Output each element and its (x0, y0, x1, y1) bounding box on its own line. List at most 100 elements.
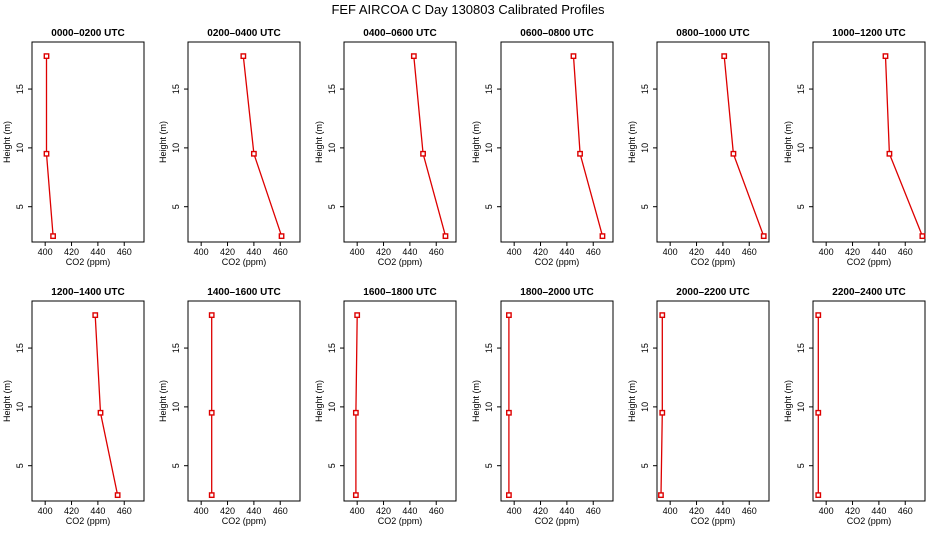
data-point (114, 492, 121, 499)
x-tick-label: 400 (507, 506, 522, 516)
data-point (886, 150, 893, 157)
y-tick-label: 15 (484, 343, 494, 353)
x-axis-label: CO2 (ppm) (691, 257, 736, 267)
panel-title: 1600–1800 UTC (363, 287, 436, 298)
data-point (760, 233, 767, 240)
x-axis-label: CO2 (ppm) (378, 516, 423, 526)
data-point (278, 233, 285, 240)
plot-frame (656, 300, 770, 502)
panel-title: 1200–1400 UTC (51, 287, 124, 298)
panel-title: 2000–2200 UTC (676, 287, 749, 298)
profile-line (94, 315, 119, 496)
panel-12: 2200–2400 UTC 400 420 440 460 5 10 15 CO2 (ppm) H… (783, 287, 926, 526)
panel-title: 0200–0400 UTC (207, 28, 280, 39)
x-tick-label: 460 (898, 506, 913, 516)
x-axis-label: CO2 (ppm) (535, 516, 580, 526)
panel-title: 0800–1000 UTC (676, 28, 749, 39)
panel-title: 0000–0200 UTC (51, 28, 124, 39)
x-tick-label: 420 (845, 506, 860, 516)
y-axis-label: Height (m) (2, 380, 12, 422)
data-point (240, 53, 247, 60)
y-axis-label: Height (m) (627, 380, 637, 422)
data-point (442, 233, 449, 240)
y-axis-label: Height (m) (2, 121, 12, 163)
x-tick-label: 400 (194, 247, 209, 257)
x-tick-label: 400 (663, 506, 678, 516)
data-point (659, 409, 666, 416)
y-tick-label: 10 (15, 143, 25, 153)
plot-frame (31, 300, 145, 502)
panel-title: 1000–1200 UTC (832, 28, 905, 39)
y-tick-label: 10 (484, 402, 494, 412)
y-tick-label: 5 (640, 204, 650, 209)
x-tick-label: 400 (663, 247, 678, 257)
panel-title: 0400–0600 UTC (363, 28, 436, 39)
y-axis-label: Height (m) (158, 121, 168, 163)
data-point (97, 409, 104, 416)
plot-frame (187, 300, 301, 502)
y-tick-label: 5 (171, 463, 181, 468)
x-tick-label: 460 (898, 247, 913, 257)
x-tick-label: 460 (429, 506, 444, 516)
x-tick-label: 420 (845, 247, 860, 257)
x-tick-label: 420 (220, 506, 235, 516)
data-point (599, 233, 606, 240)
plot-frame (31, 41, 145, 243)
y-tick-label: 15 (171, 343, 181, 353)
plot-frame (500, 41, 614, 243)
x-tick-label: 440 (559, 247, 574, 257)
panel-6: 1000–1200 UTC 400 420 440 460 5 10 15 CO2 (ppm) H… (783, 28, 926, 267)
data-point (208, 312, 215, 319)
panel-title: 2200–2400 UTC (832, 287, 905, 298)
y-tick-label: 5 (327, 204, 337, 209)
x-tick-label: 400 (819, 506, 834, 516)
data-point (506, 409, 512, 416)
figure-title: FEF AIRCOA C Day 130803 Calibrated Profi… (331, 2, 605, 17)
x-tick-label: 460 (742, 247, 757, 257)
x-tick-label: 440 (871, 247, 886, 257)
data-point (43, 53, 50, 60)
panel-11: 2000–2200 UTC 400 420 440 460 5 10 15 CO2 (ppm) H… (627, 287, 770, 526)
y-tick-label: 10 (171, 402, 181, 412)
data-point (352, 492, 359, 499)
panel-grid: 0000–0200 UTC 400 420 440 460 5 10 15 CO2 (ppm) H… (2, 28, 926, 526)
x-tick-label: 440 (402, 247, 417, 257)
x-tick-label: 400 (194, 506, 209, 516)
y-axis-label: Height (m) (471, 121, 481, 163)
data-point (815, 312, 822, 319)
x-tick-label: 400 (350, 506, 365, 516)
x-tick-label: 460 (117, 506, 132, 516)
x-tick-label: 420 (220, 247, 235, 257)
y-tick-label: 15 (640, 84, 650, 94)
y-tick-label: 15 (15, 84, 25, 94)
x-tick-label: 440 (90, 247, 105, 257)
profile-line (242, 56, 283, 237)
y-tick-label: 5 (796, 463, 806, 468)
panel-title: 0600–0800 UTC (520, 28, 593, 39)
y-tick-label: 10 (327, 143, 337, 153)
x-tick-label: 460 (586, 506, 601, 516)
data-point (721, 53, 728, 60)
y-tick-label: 10 (796, 143, 806, 153)
x-axis-label: CO2 (ppm) (847, 516, 892, 526)
panel-8: 1400–1600 UTC 400 420 440 460 5 10 15 CO2 (ppm) H… (158, 287, 301, 526)
x-axis-label: CO2 (ppm) (691, 516, 736, 526)
x-tick-label: 440 (246, 506, 261, 516)
y-tick-label: 5 (484, 204, 494, 209)
data-point (506, 492, 512, 499)
panel-5: 0800–1000 UTC 400 420 440 460 5 10 15 CO2 (ppm) H… (627, 28, 770, 267)
x-tick-label: 460 (742, 506, 757, 516)
x-tick-label: 400 (38, 506, 53, 516)
profile-line (572, 56, 604, 237)
x-tick-label: 460 (117, 247, 132, 257)
x-tick-label: 400 (507, 247, 522, 257)
profile-line (660, 315, 663, 496)
data-point (420, 150, 426, 157)
y-tick-label: 5 (640, 463, 650, 468)
y-axis-label: Height (m) (158, 380, 168, 422)
x-axis-label: CO2 (ppm) (66, 257, 111, 267)
x-tick-label: 420 (533, 247, 548, 257)
y-tick-label: 10 (796, 402, 806, 412)
data-point (506, 312, 512, 319)
